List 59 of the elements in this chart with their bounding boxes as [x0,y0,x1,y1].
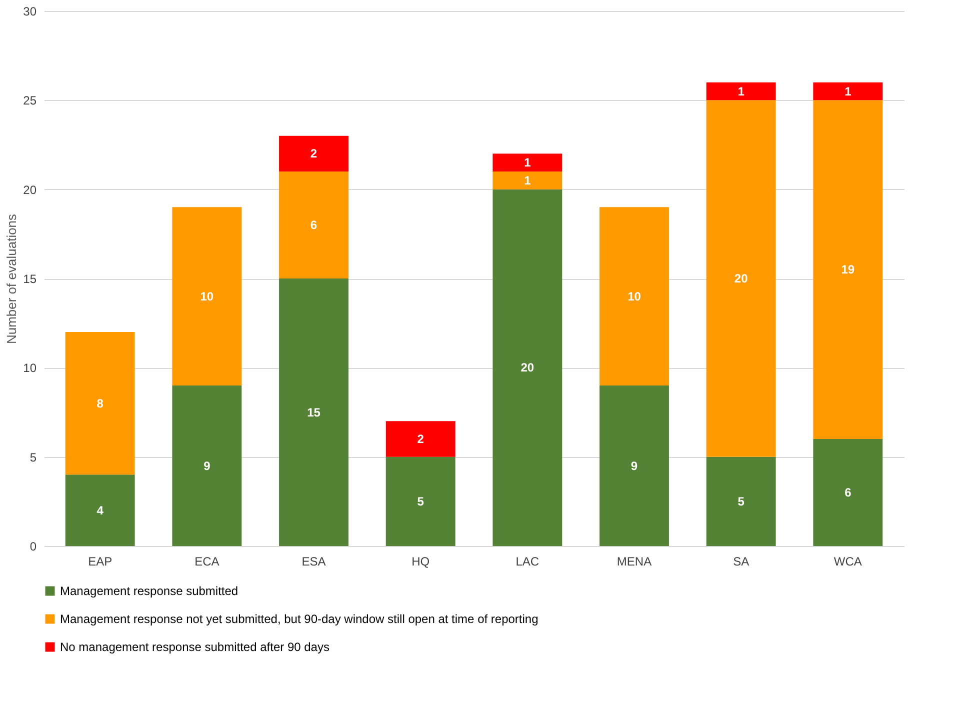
bar [813,82,883,100]
data-label: 6 [844,486,852,500]
data-label: 4 [96,503,104,518]
data-label: 1 [738,84,745,98]
data-label: 2 [310,146,318,161]
data-label: 19 [841,262,855,277]
bar [172,207,242,386]
x-tick-label: WCA [834,554,862,568]
bar [600,386,669,546]
x-tick-label: SA [733,554,750,568]
data-label: 10 [200,289,214,304]
data-label: 10 [628,289,642,304]
y-tick-label: 25 [23,94,37,108]
y-tick-label: 30 [23,4,37,18]
legend-label: Management response submitted [60,584,238,598]
data-label: 2 [417,432,424,446]
bar [65,474,135,546]
bar [172,386,242,546]
x-tick-label: ESA [302,554,326,568]
data-label: 1 [524,173,532,188]
bar [813,100,883,439]
y-axis-title: Number of evaluations [4,213,20,344]
data-label: 8 [96,396,104,410]
y-tick-label: 20 [23,182,37,197]
x-tick-label: ECA [194,554,220,568]
x-tick-label: HQ [412,554,430,568]
y-tick-label: 15 [23,272,37,286]
data-label: 15 [307,405,321,420]
bar [706,456,776,546]
x-tick-label: EAP [88,554,112,568]
y-tick-label: 10 [23,361,37,376]
data-label: 20 [734,272,748,286]
bar [65,332,135,475]
data-label: 1 [524,156,532,170]
bar [386,421,456,457]
bar [492,189,562,546]
bar [279,136,348,172]
data-label: 9 [630,458,638,473]
data-label: 20 [520,360,534,375]
bar [600,207,669,386]
y-tick-label: 0 [30,540,37,554]
x-tick-label: LAC [516,554,540,568]
y-tick-label: 5 [30,450,37,464]
bar [279,172,348,278]
data-label: 5 [417,494,424,508]
bar [492,172,562,190]
bar [706,82,776,100]
legend-label: Management response not yet submitted, but 90-day window still open at time of reporting [60,612,538,626]
bar [386,456,456,546]
bar [492,154,562,172]
data-label: 5 [738,494,745,508]
data-label: 9 [204,458,211,473]
x-tick-label: MENA [616,554,652,568]
data-label: 1 [844,84,852,98]
bar [813,439,883,546]
bar [279,278,348,546]
legend-label: No management response submitted after 90 days [60,640,330,654]
data-label: 6 [310,218,318,232]
bar [706,100,776,457]
